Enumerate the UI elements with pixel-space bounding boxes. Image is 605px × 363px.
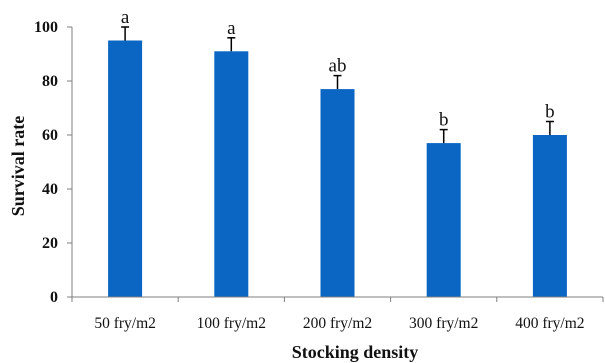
bar: [320, 89, 355, 297]
y-tick-label: 60: [42, 127, 58, 144]
y-tick-label: 100: [34, 19, 58, 36]
x-tick-label: 50 fry/m2: [94, 315, 156, 332]
y-tick-label: 20: [42, 235, 58, 252]
bars: [108, 40, 567, 297]
significance-letters: a a ab b b: [121, 7, 555, 131]
significance-letter: a: [227, 18, 236, 39]
y-tick-label: 80: [42, 73, 58, 90]
x-axis-title: Stocking density: [292, 342, 419, 362]
significance-letter: b: [545, 102, 555, 123]
bar: [532, 135, 567, 297]
y-tick-label: 0: [50, 289, 58, 306]
y-axis-ticks: 0 20 40 60 80 100: [34, 19, 72, 306]
x-tick-label: 200 fry/m2: [303, 315, 372, 332]
x-tick-label: 300 fry/m2: [409, 315, 478, 332]
x-tick-label: 100 fry/m2: [197, 315, 266, 332]
significance-letter: a: [121, 7, 130, 28]
significance-letter: ab: [329, 56, 347, 77]
error-bars: [121, 26, 554, 144]
y-axis-title: Survival rate: [8, 116, 28, 217]
bar: [426, 143, 461, 297]
x-tick-label: 400 fry/m2: [515, 315, 584, 332]
bar: [214, 51, 249, 297]
bar: [108, 40, 143, 297]
significance-letter: b: [439, 110, 449, 131]
y-tick-label: 40: [42, 181, 58, 198]
x-axis-ticks: 50 fry/m2 100 fry/m2 200 fry/m2 300 fry/m2 4…: [71, 297, 604, 332]
